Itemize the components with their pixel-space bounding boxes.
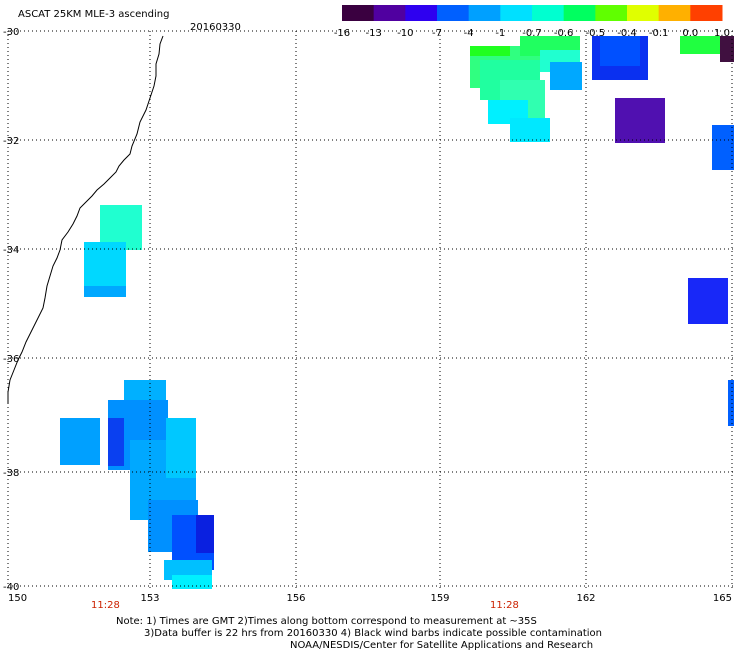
- colorbar-tick-label: 1.0: [714, 28, 730, 39]
- data-cell: [680, 36, 720, 54]
- latitude-label: -30: [3, 27, 19, 38]
- data-cell: [196, 515, 214, 553]
- latitude-labels: -30 -32 -34 -36 -38 -40: [3, 27, 19, 593]
- colorbar-segment: [468, 5, 501, 21]
- longitude-label: 156: [286, 593, 305, 604]
- latitude-label: -40: [3, 582, 19, 593]
- coastline: [7, 35, 164, 404]
- colorbar-segment: [627, 5, 660, 21]
- colorbar-tick-label: -16: [334, 28, 350, 39]
- colorbar-segment: [658, 5, 691, 21]
- colorbar-segment: [373, 5, 406, 21]
- wind-data-swaths: [60, 36, 734, 589]
- data-cell: [720, 36, 734, 62]
- data-cell: [600, 36, 640, 66]
- colorbar-tick-label: -4: [464, 28, 474, 39]
- latitude-label: -34: [3, 245, 19, 256]
- product-date: 20160330: [190, 22, 241, 33]
- longitude-label: 153: [140, 593, 159, 604]
- colorbar-segment: [342, 5, 375, 21]
- colorbar-segment: [690, 5, 723, 21]
- time-label: 11:28: [91, 600, 120, 611]
- longitude-label: 165: [713, 593, 732, 604]
- data-cell: [712, 125, 734, 170]
- data-cell: [550, 62, 582, 90]
- latitude-label: -32: [3, 136, 19, 147]
- colorbar-tick-label: -13: [365, 28, 381, 39]
- colorbar-tick-label: -7: [432, 28, 442, 39]
- colorbar-tick-label: -0.4: [617, 28, 637, 39]
- footer-credit: NOAA/NESDIS/Center for Satellite Applica…: [290, 640, 593, 650]
- longitude-labels: 150 153 156 159 162 165: [8, 593, 732, 604]
- colorbar-tick-label: -0.6: [554, 28, 574, 39]
- data-cell: [172, 575, 212, 589]
- longitude-label: 150: [8, 593, 27, 604]
- latitude-label: -36: [3, 354, 19, 365]
- colorbar-tick-label: 0.0: [682, 28, 698, 39]
- data-cell: [510, 118, 550, 142]
- data-cell: [615, 98, 665, 143]
- graticule: [7, 30, 734, 590]
- colorbar-tick-labels: -16 -13 -10 -7 -4 -1 -0.7 -0.6 -0.5 -0.4 -0.1 0.0 1.…: [334, 28, 730, 39]
- colorbar-tick-label: -10: [397, 28, 413, 39]
- colorbar-tick-label: -0.5: [586, 28, 606, 39]
- data-cell: [166, 418, 196, 478]
- colorbar-segment: [500, 5, 533, 21]
- footer-note-line2: 3)Data buffer is 22 hrs from 20160330 4)…: [144, 628, 602, 639]
- colorbar-segment: [405, 5, 438, 21]
- colorbar-tick-label: -0.7: [522, 28, 542, 39]
- colorbar-tick-label: -0.1: [649, 28, 669, 39]
- product-title: ASCAT 25KM MLE-3 ascending: [18, 9, 169, 20]
- latitude-label: -38: [3, 468, 19, 479]
- longitude-label: 162: [576, 593, 595, 604]
- longitude-label: 159: [430, 593, 449, 604]
- data-cell: [728, 380, 734, 426]
- footer-note-line1: Note: 1) Times are GMT 2)Times along bot…: [116, 616, 537, 627]
- time-label: 11:28: [490, 600, 519, 611]
- data-cell: [60, 418, 100, 465]
- data-cell: [688, 278, 728, 324]
- colorbar-segment: [595, 5, 628, 21]
- colorbar-segment: [563, 5, 596, 21]
- colorbar: [342, 5, 723, 21]
- colorbar-segment: [437, 5, 470, 21]
- colorbar-tick-label: -1: [495, 28, 505, 39]
- data-cell: [108, 418, 124, 466]
- data-cell: [84, 286, 126, 297]
- colorbar-segment: [532, 5, 565, 21]
- data-cell: [470, 46, 510, 56]
